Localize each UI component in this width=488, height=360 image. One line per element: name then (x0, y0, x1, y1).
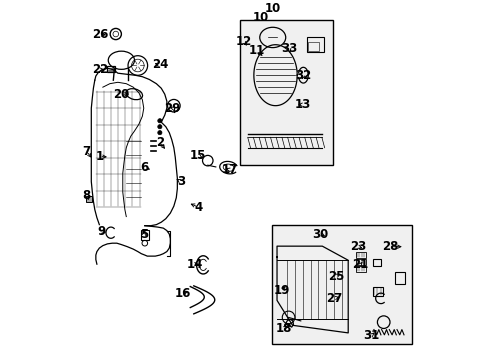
Bar (306, 37, 323, 52)
Bar (372, 258, 381, 266)
Text: 22: 22 (92, 63, 108, 76)
Circle shape (158, 131, 162, 135)
Bar (271, 225, 411, 343)
Text: 17: 17 (221, 163, 238, 176)
Text: 31: 31 (362, 329, 379, 342)
Text: 15: 15 (190, 149, 206, 162)
Bar (107, 66, 115, 72)
Text: 23: 23 (349, 240, 366, 253)
Bar (355, 266, 366, 272)
Bar (355, 252, 366, 258)
Text: 33: 33 (281, 42, 297, 55)
Text: 7: 7 (82, 145, 90, 158)
Text: 19: 19 (274, 284, 290, 297)
Text: 13: 13 (295, 98, 311, 111)
Bar (86, 195, 91, 202)
Bar (240, 20, 332, 165)
Text: 26: 26 (92, 28, 108, 41)
Text: 24: 24 (151, 58, 168, 71)
Text: 28: 28 (382, 240, 398, 253)
Text: 2: 2 (156, 136, 163, 149)
Text: 3: 3 (177, 175, 184, 188)
Text: 11: 11 (248, 44, 264, 57)
Text: 5: 5 (140, 228, 148, 240)
Text: 9: 9 (98, 225, 106, 238)
Text: 29: 29 (164, 102, 181, 115)
Circle shape (158, 125, 162, 129)
Text: 27: 27 (326, 292, 342, 305)
Text: 8: 8 (82, 189, 90, 202)
Text: 6: 6 (141, 161, 149, 174)
Text: 4: 4 (194, 201, 202, 213)
Text: 10: 10 (264, 2, 280, 15)
Text: 25: 25 (327, 270, 344, 283)
Text: 12: 12 (235, 35, 251, 48)
Bar (372, 287, 382, 296)
Text: 18: 18 (275, 322, 291, 335)
Text: 30: 30 (312, 228, 328, 240)
Circle shape (158, 119, 162, 123)
Text: 1: 1 (95, 150, 103, 163)
Bar (141, 230, 149, 240)
Text: 32: 32 (295, 69, 311, 82)
Text: 10: 10 (253, 11, 269, 24)
Bar (355, 259, 366, 265)
Text: 21: 21 (352, 258, 368, 271)
Text: 20: 20 (113, 88, 129, 101)
Text: 16: 16 (175, 287, 191, 300)
Text: 14: 14 (186, 258, 203, 271)
Bar (394, 272, 405, 284)
Bar (307, 42, 319, 51)
